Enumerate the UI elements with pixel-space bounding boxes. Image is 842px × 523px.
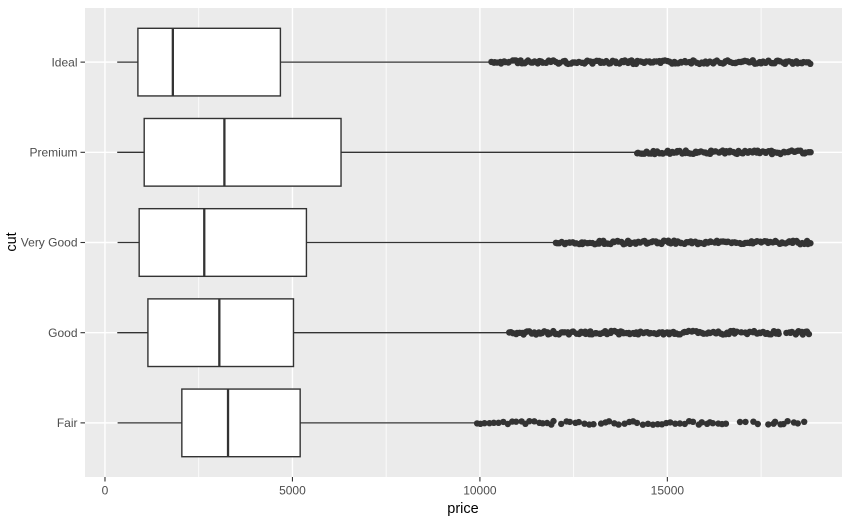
- x-tick-label: 0: [102, 484, 109, 498]
- outlier-dot: [633, 419, 641, 427]
- outlier-dot: [531, 418, 538, 425]
- outlier-dot: [605, 418, 613, 425]
- outlier-dot: [736, 418, 744, 426]
- outlier-points-good: [506, 327, 813, 338]
- outlier-dot: [512, 418, 520, 425]
- x-tick-label: 15000: [651, 484, 685, 498]
- x-tick-label: 5000: [279, 484, 306, 498]
- boxplot-ideal: [117, 27, 491, 97]
- outlier-dot: [667, 419, 674, 426]
- outlier-dot: [590, 421, 597, 428]
- outlier-dot: [709, 420, 716, 427]
- iqr-box: [147, 298, 295, 368]
- outlier-dot: [490, 419, 497, 426]
- data-layer: [117, 27, 814, 458]
- boxplot-fair: [117, 388, 476, 458]
- outlier-dot: [775, 330, 782, 338]
- outlier-dot: [566, 418, 573, 426]
- axis-layer: 0 5000 10000 15000 Ideal Premium Very Good Good…: [21, 55, 685, 497]
- outlier-dot: [481, 420, 488, 427]
- y-tick-label: Very Good: [21, 236, 78, 250]
- outlier-dot: [807, 60, 814, 67]
- outlier-points-ideal: [488, 57, 814, 68]
- outlier-dot: [649, 421, 657, 428]
- outlier-dot: [550, 417, 557, 425]
- x-axis-title: price: [447, 501, 478, 517]
- outlier-dot: [801, 418, 808, 425]
- outlier-dot: [722, 420, 730, 427]
- outlier-dot: [581, 420, 588, 427]
- iqr-box: [181, 388, 301, 458]
- outlier-dot: [575, 418, 582, 426]
- outlier-dot: [742, 418, 749, 426]
- iqr-box: [143, 117, 342, 187]
- outlier-dot: [672, 420, 679, 427]
- outlier-dot: [639, 421, 647, 428]
- outlier-dot: [558, 420, 565, 428]
- x-tick-label: 10000: [463, 484, 497, 498]
- outlier-dot: [526, 418, 533, 425]
- boxplot-good: [117, 298, 509, 368]
- outlier-points-very-good: [552, 237, 814, 248]
- outlier-dot: [805, 330, 813, 338]
- iqr-box: [137, 27, 282, 97]
- y-tick-label: Premium: [29, 146, 77, 160]
- outlier-dot: [698, 419, 705, 426]
- outlier-dot: [689, 418, 697, 425]
- outlier-points-fair: [473, 417, 808, 428]
- outlier-dot: [676, 420, 684, 427]
- outlier-dot: [495, 419, 502, 426]
- outlier-dot: [644, 420, 652, 427]
- boxplot-premium: [117, 117, 636, 187]
- outlier-dot: [784, 418, 791, 425]
- outlier-points-premium: [634, 147, 814, 158]
- outlier-dot: [765, 421, 772, 428]
- y-tick-label: Ideal: [51, 55, 77, 69]
- outlier-dot: [771, 418, 779, 425]
- y-tick-label: Fair: [57, 416, 78, 430]
- y-axis-title: cut: [4, 232, 20, 251]
- outlier-dot: [794, 420, 801, 427]
- outlier-dot: [754, 420, 761, 428]
- outlier-dot: [807, 149, 814, 156]
- y-tick-label: Good: [48, 326, 77, 340]
- outlier-dot: [615, 421, 622, 428]
- outlier-dot: [807, 240, 814, 247]
- iqr-box: [138, 207, 308, 278]
- boxplot-very-good: [117, 207, 556, 278]
